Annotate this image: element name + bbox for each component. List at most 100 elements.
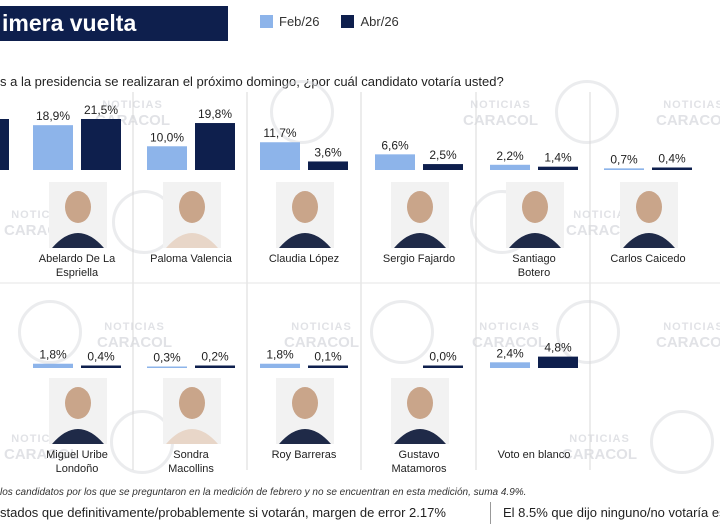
legend-swatch-abr <box>341 15 355 28</box>
watermark-logo-icon <box>555 80 619 144</box>
candidate-face-icon <box>65 191 91 223</box>
watermark-logo-icon <box>370 300 434 364</box>
candidate-face-icon <box>636 191 662 223</box>
bar-feb <box>147 146 187 170</box>
value-label-abr: 21,5% <box>84 103 118 117</box>
value-label-abr: 0,2% <box>201 350 229 364</box>
value-label-feb: 10,0% <box>150 130 184 144</box>
candidate-shoulders-icon <box>279 429 331 444</box>
candidate-shoulders-icon <box>509 233 561 248</box>
value-label-abr: 0,1% <box>314 350 342 364</box>
candidate-name: Roy Barreras <box>272 449 337 461</box>
candidate-name: Espriella <box>56 267 99 279</box>
bar-abr <box>423 365 463 368</box>
bar-feb <box>490 164 530 170</box>
bar-abr <box>308 365 348 368</box>
candidate-name: Gustavo <box>399 449 440 461</box>
value-label-feb: 2,4% <box>496 346 524 360</box>
bar-abr <box>81 365 121 368</box>
clipped-bar <box>0 119 9 170</box>
candidate-name: Voto en blanco <box>498 449 571 461</box>
bar-feb <box>375 154 415 170</box>
bar-abr <box>652 167 692 170</box>
value-label-abr: 1,4% <box>544 151 572 165</box>
legend: Feb/26 Abr/26 <box>260 14 399 29</box>
candidate-shoulders-icon <box>394 233 446 248</box>
candidate-face-icon <box>292 191 318 223</box>
candidate-shoulders-icon <box>623 233 675 248</box>
value-label-abr: 2,5% <box>429 148 457 162</box>
candidate-shoulders-icon <box>166 429 218 444</box>
legend-label-feb: Feb/26 <box>279 14 320 29</box>
value-label-feb: 18,9% <box>36 109 70 123</box>
value-label-feb: 0,3% <box>153 351 181 365</box>
chart-title: imera vuelta <box>0 6 228 41</box>
watermark-logo-icon <box>556 300 620 364</box>
value-label-abr: 0,4% <box>658 152 686 166</box>
bar-abr <box>81 119 121 170</box>
divider <box>490 502 491 524</box>
value-label-abr: 0,0% <box>429 350 457 364</box>
value-label-feb: 11,7% <box>263 126 296 140</box>
candidate-face-icon <box>292 387 318 419</box>
bar-feb <box>490 362 530 368</box>
value-label-abr: 4,8% <box>544 341 572 355</box>
candidate-name: Botero <box>518 267 550 279</box>
bar-abr <box>195 123 235 170</box>
bar-abr <box>308 161 348 170</box>
legend-item-abr: Abr/26 <box>341 14 399 29</box>
value-label-abr: 0,4% <box>87 350 115 364</box>
value-label-feb: 6,6% <box>381 138 409 152</box>
watermark-logo-icon <box>18 300 82 364</box>
survey-question: s a la presidencia se realizaran el próx… <box>0 74 504 89</box>
candidate-name: Miguel Uribe <box>46 449 108 461</box>
watermark-logo-icon <box>650 410 714 474</box>
bar-feb <box>260 363 300 368</box>
candidate-name: Abelardo De La <box>39 253 116 265</box>
value-label-feb: 1,8% <box>39 348 67 362</box>
bar-abr <box>423 164 463 170</box>
candidate-name: Santiago <box>512 253 555 265</box>
candidate-shoulders-icon <box>52 233 104 248</box>
bottom-left-note: stados que definitivamente/probablemente… <box>0 505 446 520</box>
value-label-feb: 0,7% <box>610 152 638 166</box>
candidate-shoulders-icon <box>166 233 218 248</box>
bar-abr <box>538 356 578 368</box>
candidate-name: Carlos Caicedo <box>610 253 685 265</box>
bar-feb <box>260 142 300 170</box>
bar-feb <box>604 168 644 170</box>
value-label-abr: 3,6% <box>314 145 342 159</box>
value-label-feb: 1,8% <box>266 348 294 362</box>
candidate-face-icon <box>179 387 205 419</box>
legend-item-feb: Feb/26 <box>260 14 319 29</box>
candidate-name: Paloma Valencia <box>150 253 233 265</box>
bottom-bar: stados que definitivamente/probablemente… <box>0 500 720 526</box>
value-label-feb: 2,2% <box>496 149 524 163</box>
candidate-name: Claudia López <box>269 253 339 265</box>
candidate-face-icon <box>179 191 205 223</box>
bar-abr <box>538 166 578 170</box>
bar-feb <box>33 125 73 170</box>
bar-abr <box>195 365 235 368</box>
legend-label-abr: Abr/26 <box>360 14 399 29</box>
candidate-face-icon <box>522 191 548 223</box>
candidate-shoulders-icon <box>394 429 446 444</box>
bar-feb <box>147 366 187 368</box>
candidate-name: Matamoros <box>391 463 447 475</box>
candidate-name: Sergio Fajardo <box>383 253 455 265</box>
bar-feb <box>33 363 73 368</box>
candidate-shoulders-icon <box>279 233 331 248</box>
candidate-face-icon <box>407 191 433 223</box>
candidate-face-icon <box>407 387 433 419</box>
chart: 18,9% 21,5% Abelardo De La Espriella 10,0% 19… <box>0 92 720 475</box>
footnote: los candidatos por los que se preguntaro… <box>0 487 527 498</box>
candidate-shoulders-icon <box>52 429 104 444</box>
watermark-logo-icon <box>270 80 334 144</box>
candidate-name: Macollins <box>168 463 214 475</box>
